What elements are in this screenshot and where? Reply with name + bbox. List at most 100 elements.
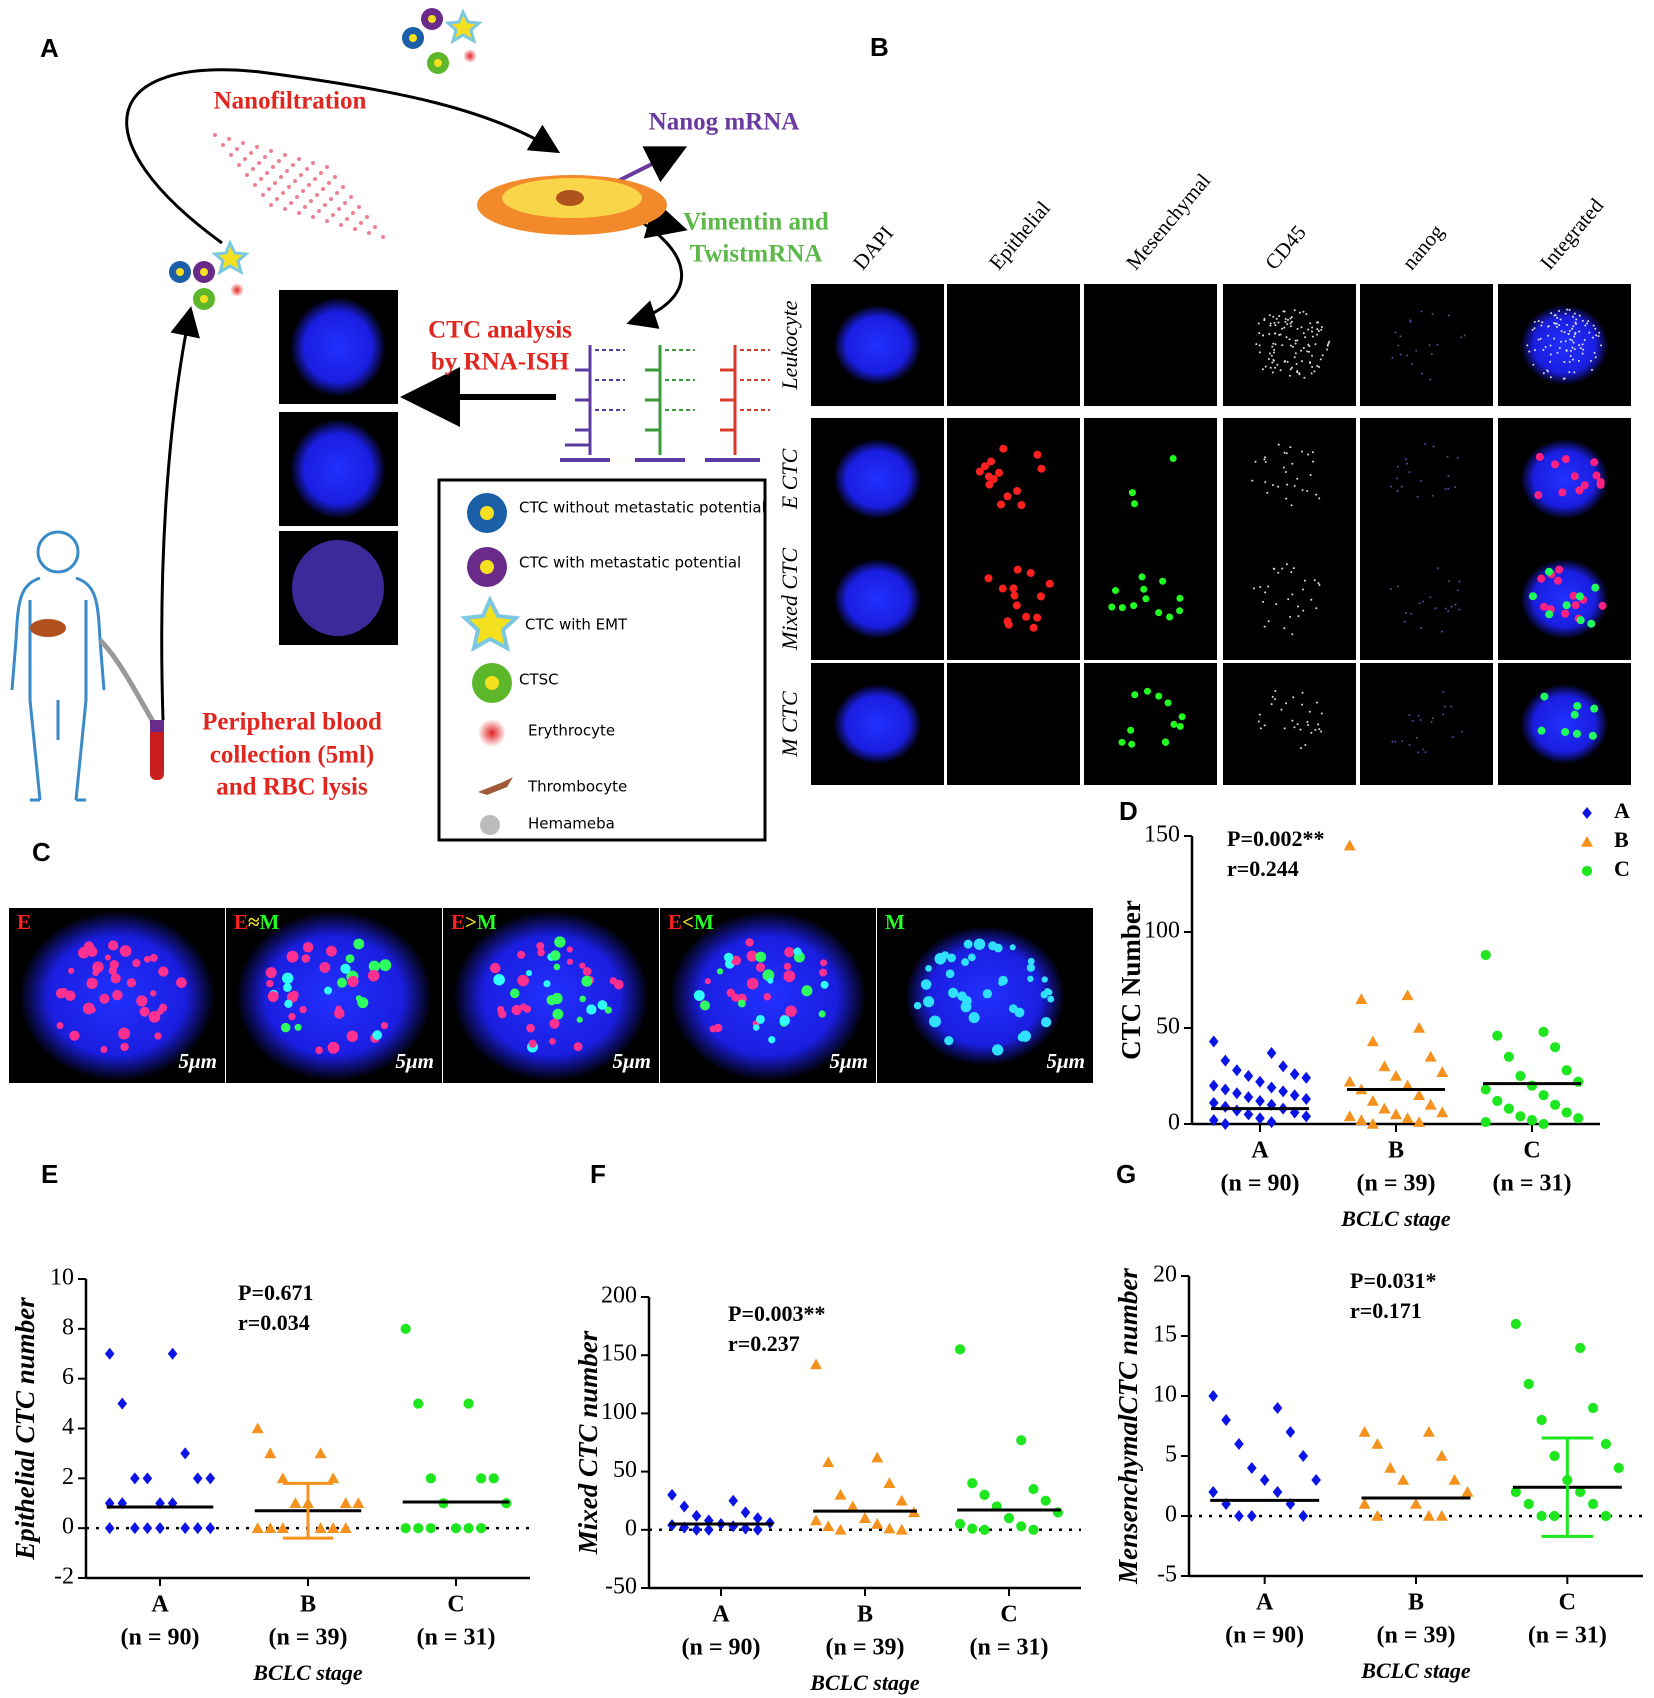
signal-dot [526,1023,535,1033]
pore [297,157,301,161]
signal-dot [1327,342,1330,345]
point [1266,1081,1277,1094]
scale-label: 5μm [829,1049,868,1073]
signal-dot [1408,471,1411,474]
signal-dot [1290,571,1293,574]
point [104,1347,115,1360]
signal-dot [1271,695,1274,698]
signal-dot [737,999,746,1008]
signal-dot [1304,744,1307,747]
signal-dot [1415,736,1418,739]
signal-dot [1583,338,1586,341]
signal-dot [1302,332,1305,335]
signal-dot [947,953,956,963]
signal-dot [1391,356,1394,359]
signal-dot [1267,585,1270,588]
point [1016,1435,1027,1446]
signal-dot [301,954,311,963]
signal-dot [1307,343,1310,346]
signal-dot [1128,489,1136,497]
point [1028,1483,1039,1495]
signal-dot [1258,713,1261,716]
signal-dot [1258,332,1261,335]
pore [351,211,355,215]
y-tick-label: 0 [625,1515,637,1541]
signal-dot [1534,349,1537,352]
signal-dot [1595,334,1598,337]
signal-dot [1318,497,1321,500]
point [1208,1486,1219,1498]
point [810,1514,823,1526]
signal-dot [1429,378,1432,381]
point [954,1344,966,1355]
signal-dot [1274,343,1277,346]
signal-dot [1554,322,1557,325]
nucleus [833,305,922,385]
signal-dot [1559,318,1562,321]
point [1298,1510,1309,1522]
signal-dot [1300,747,1303,750]
signal-dot [68,967,75,974]
signal-dot [820,959,828,967]
signal-dot [1397,344,1400,347]
pore [359,221,363,225]
panel-label: G [1116,1159,1136,1189]
signal-dot [1315,701,1318,704]
signal-dot [1140,585,1148,593]
signal-dot [1419,719,1422,722]
signal-dot [302,941,314,953]
signal-dot [1317,330,1320,333]
image-label: M [885,910,905,934]
point [104,1522,115,1535]
point [834,1523,847,1535]
signal-dot [1537,726,1546,735]
annotation: P=0.002** [1227,826,1324,851]
signal-dot [1310,731,1313,734]
signal-dot [987,457,996,466]
nucleus [556,190,584,206]
signal-dot [1300,349,1303,352]
signal-dot [1570,710,1579,719]
panel-label: B [870,32,889,62]
signal-dot [1430,720,1433,723]
x-tick-sublabel: (n = 31) [969,1635,1048,1661]
x-tick-label: A [151,1592,169,1618]
pore [213,133,217,137]
pore [309,199,313,203]
x-tick-sublabel: (n = 39) [1356,1171,1435,1197]
legend-label: Hemameba [528,815,615,833]
signal-dot [1268,314,1271,317]
signal-dot [1293,356,1296,359]
label-part: E [668,910,682,934]
signal-dot [1535,452,1544,461]
signal-dot [1289,317,1292,320]
signal-dot [1290,504,1293,507]
image-label: E>M [451,910,497,934]
point [1358,1498,1371,1509]
x-tick-sublabel: (n = 31) [1528,1623,1607,1649]
signal-dot [1597,335,1600,338]
signal-dot [1311,335,1314,338]
signal-dot [1394,331,1397,334]
signal-dot [1448,580,1451,583]
y-axis-label: CTC Number [1116,900,1146,1060]
signal-dot [1315,607,1318,610]
point [1573,1113,1584,1124]
signal-dot [132,958,141,968]
point [327,1472,340,1484]
signal-dot [1562,601,1571,610]
signal-dot [1130,602,1138,610]
signal-dot [1447,610,1450,613]
point [1536,1510,1547,1522]
point [1221,1414,1231,1426]
signal-dot [525,970,533,977]
pore [341,185,345,189]
point [1538,1118,1549,1130]
point [251,1522,264,1533]
signal-dot [1271,371,1274,374]
signal-dot [1295,363,1298,366]
signal-dot [1017,501,1026,510]
signal-dot [1273,351,1276,354]
panel-label: C [32,837,51,867]
